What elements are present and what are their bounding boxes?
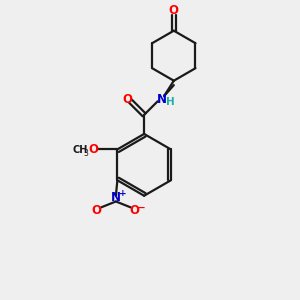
Text: O: O xyxy=(88,143,98,156)
Text: +: + xyxy=(118,189,126,198)
Text: O: O xyxy=(129,204,139,217)
Text: −: − xyxy=(136,203,145,213)
Text: N: N xyxy=(111,190,121,204)
Text: CH: CH xyxy=(73,145,88,155)
Text: 3: 3 xyxy=(83,149,88,158)
Text: O: O xyxy=(122,93,132,106)
Text: N: N xyxy=(157,93,166,106)
Text: O: O xyxy=(169,4,179,17)
Text: O: O xyxy=(92,204,102,217)
Text: H: H xyxy=(166,98,174,107)
